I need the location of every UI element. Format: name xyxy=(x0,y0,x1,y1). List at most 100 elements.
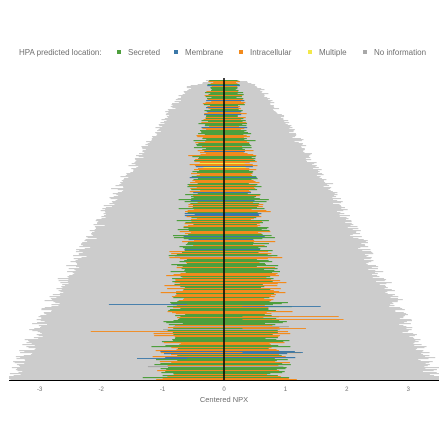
protein-bar xyxy=(199,162,250,164)
protein-bar xyxy=(187,212,258,214)
x-tick-label: 1 xyxy=(284,387,288,393)
protein-bar xyxy=(180,286,265,288)
protein-bar xyxy=(168,255,278,257)
protein-bar xyxy=(189,177,257,179)
protein-bar xyxy=(200,152,244,154)
protein-bar xyxy=(179,261,273,263)
protein-bar xyxy=(175,337,278,339)
protein-bar xyxy=(160,363,283,365)
protein-bar xyxy=(187,243,269,245)
protein-bar xyxy=(186,259,257,261)
protein-bar xyxy=(192,180,254,182)
protein-bar xyxy=(242,328,306,329)
protein-bar xyxy=(196,144,251,146)
protein-bar xyxy=(187,210,267,212)
protein-bar xyxy=(174,338,266,340)
protein-bar xyxy=(185,262,260,264)
protein-bar xyxy=(193,179,252,181)
protein-bar xyxy=(184,250,273,252)
protein-bar xyxy=(183,227,269,229)
protein-bar xyxy=(192,207,258,209)
protein-bar xyxy=(182,252,259,254)
protein-bar xyxy=(207,99,243,101)
protein-bar xyxy=(90,331,188,332)
protein-bar xyxy=(204,114,242,116)
protein-bar xyxy=(183,226,258,228)
protein-bar xyxy=(206,115,238,117)
protein-bar xyxy=(169,251,269,253)
legend-label-secreted: Secreted xyxy=(128,48,160,57)
protein-bar xyxy=(168,324,276,326)
legend-swatch-multiple xyxy=(308,50,312,54)
protein-bar xyxy=(182,247,259,249)
protein-bar xyxy=(159,361,276,363)
protein-bar xyxy=(168,367,287,369)
protein-bar xyxy=(188,230,270,232)
protein-bar xyxy=(193,192,252,194)
protein-bar xyxy=(164,285,278,287)
protein-bar xyxy=(170,302,288,304)
protein-bar xyxy=(204,113,247,115)
protein-bar xyxy=(176,293,275,295)
protein-bar xyxy=(176,294,276,296)
protein-bar xyxy=(173,307,269,309)
protein-bar xyxy=(184,213,262,215)
protein-bar xyxy=(199,157,252,159)
protein-bar xyxy=(187,242,254,244)
protein-bar xyxy=(188,228,268,230)
legend-label-multiple: Multiple xyxy=(319,48,347,57)
protein-bar xyxy=(157,370,280,372)
protein-bar xyxy=(160,368,286,370)
protein-bar xyxy=(195,181,256,183)
protein-bar xyxy=(195,142,250,144)
protein-bar xyxy=(190,182,260,184)
protein-bar xyxy=(193,245,265,247)
protein-bar xyxy=(178,208,265,210)
protein-bar xyxy=(173,334,273,336)
protein-bar xyxy=(178,300,272,302)
protein-bar xyxy=(151,346,291,348)
x-tick-label: -3 xyxy=(37,387,43,393)
protein-bar xyxy=(184,201,267,203)
protein-bar xyxy=(185,314,265,316)
protein-bar xyxy=(206,100,245,102)
protein-bar xyxy=(155,350,280,352)
protein-bar xyxy=(242,316,339,317)
protein-bar xyxy=(179,318,277,320)
protein-bar xyxy=(205,107,239,109)
protein-bar xyxy=(190,219,251,221)
protein-bar xyxy=(172,235,272,237)
protein-bar xyxy=(180,316,279,318)
protein-bar xyxy=(202,146,243,148)
protein-bar xyxy=(207,98,244,100)
protein-bar xyxy=(165,345,279,347)
legend-label-intracellular: Intracellular xyxy=(250,48,292,57)
protein-bar xyxy=(200,154,254,156)
protein-bar xyxy=(173,297,270,299)
protein-bar xyxy=(173,373,271,375)
protein-bar xyxy=(165,357,296,359)
protein-bar xyxy=(184,215,260,217)
protein-bar xyxy=(194,214,259,216)
protein-bar xyxy=(180,276,271,278)
protein-bar xyxy=(172,304,273,306)
protein-bar xyxy=(206,139,245,141)
protein-bar xyxy=(152,356,286,358)
protein-bar xyxy=(190,200,255,202)
protein-bar xyxy=(187,184,258,186)
protein-bar xyxy=(180,273,278,275)
protein-bar xyxy=(185,272,273,274)
protein-bar xyxy=(180,343,270,345)
protein-bar xyxy=(193,195,260,197)
protein-bar xyxy=(242,352,303,353)
protein-bar xyxy=(186,263,265,265)
x-tick-label: 2 xyxy=(345,387,349,393)
protein-bar xyxy=(176,305,265,307)
protein-bar xyxy=(167,330,278,332)
protein-bar xyxy=(169,257,283,259)
protein-bar xyxy=(177,360,277,362)
protein-bar xyxy=(189,191,251,193)
protein-bar xyxy=(184,233,262,235)
protein-bar xyxy=(182,241,276,243)
protein-bar xyxy=(188,155,257,157)
